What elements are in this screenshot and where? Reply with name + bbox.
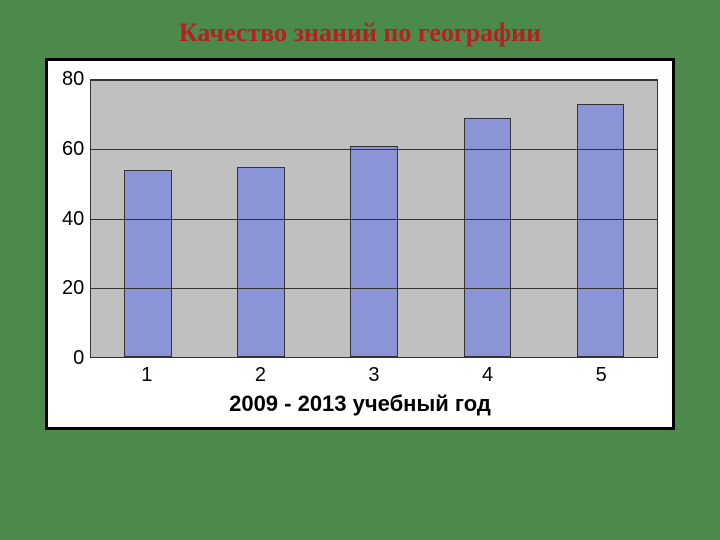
slide-title: Качество знаний по географии — [0, 0, 720, 58]
chart-container: 80 60 40 20 0 — [45, 58, 675, 430]
gridline — [91, 288, 657, 289]
x-tick: 5 — [544, 358, 658, 387]
slide: Качество знаний по географии 80 60 40 20… — [0, 0, 720, 540]
x-tick: 2 — [204, 358, 318, 387]
bar-4 — [464, 118, 512, 357]
chart-inner: 80 60 40 20 0 — [48, 61, 672, 427]
gridline — [91, 80, 657, 81]
x-tick: 3 — [317, 358, 431, 387]
x-axis-row: 1 2 3 4 5 — [62, 358, 658, 387]
x-tick: 4 — [431, 358, 545, 387]
bar-5 — [577, 104, 625, 357]
x-axis-label: 2009 - 2013 учебный год — [62, 387, 658, 417]
plot-row: 80 60 40 20 0 — [62, 79, 658, 358]
gridline — [91, 357, 657, 358]
gridline — [91, 219, 657, 220]
gridline — [91, 149, 657, 150]
bar-1 — [124, 170, 172, 357]
bar-3 — [350, 146, 398, 357]
x-axis: 1 2 3 4 5 — [90, 358, 658, 387]
plot-area — [90, 79, 658, 358]
x-tick: 1 — [90, 358, 204, 387]
y-axis: 80 60 40 20 0 — [62, 79, 90, 358]
bar-2 — [237, 167, 285, 357]
